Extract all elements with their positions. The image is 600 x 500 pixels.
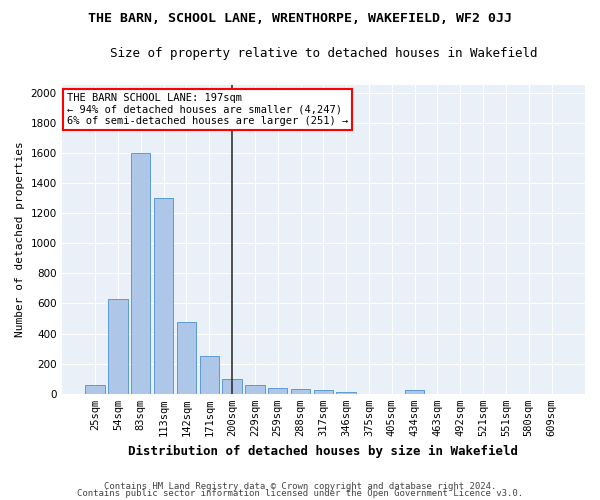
Y-axis label: Number of detached properties: Number of detached properties — [15, 142, 25, 338]
Bar — [291, 389, 310, 394]
Bar — [85, 384, 105, 394]
Text: Contains HM Land Registry data © Crown copyright and database right 2024.: Contains HM Land Registry data © Crown c… — [104, 482, 496, 491]
Text: THE BARN SCHOOL LANE: 197sqm
← 94% of detached houses are smaller (4,247)
6% of : THE BARN SCHOOL LANE: 197sqm ← 94% of de… — [67, 93, 348, 126]
Bar — [405, 390, 424, 394]
Bar — [223, 378, 242, 394]
Bar — [131, 153, 151, 394]
Title: Size of property relative to detached houses in Wakefield: Size of property relative to detached ho… — [110, 48, 537, 60]
Bar — [268, 388, 287, 394]
X-axis label: Distribution of detached houses by size in Wakefield: Distribution of detached houses by size … — [128, 444, 518, 458]
Bar — [314, 390, 333, 394]
Bar — [245, 386, 265, 394]
Bar — [177, 322, 196, 394]
Bar — [108, 299, 128, 394]
Text: THE BARN, SCHOOL LANE, WRENTHORPE, WAKEFIELD, WF2 0JJ: THE BARN, SCHOOL LANE, WRENTHORPE, WAKEF… — [88, 12, 512, 26]
Bar — [200, 356, 219, 394]
Text: Contains public sector information licensed under the Open Government Licence v3: Contains public sector information licen… — [77, 489, 523, 498]
Bar — [154, 198, 173, 394]
Bar — [337, 392, 356, 394]
